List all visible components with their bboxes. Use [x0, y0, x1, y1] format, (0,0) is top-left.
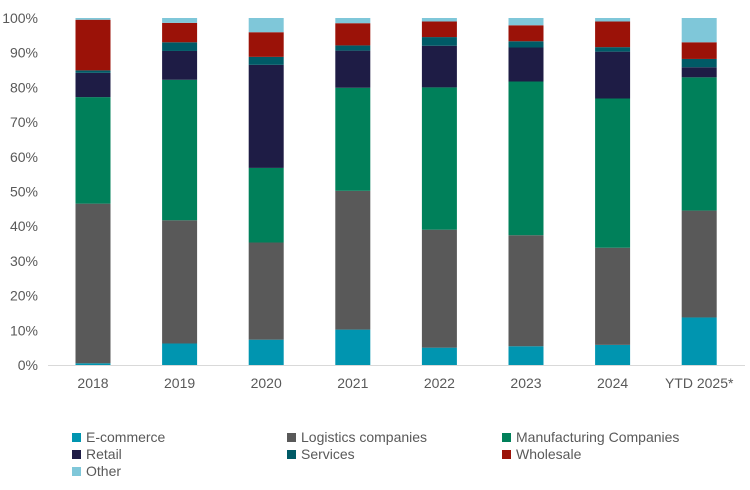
- bar-segment: [162, 42, 198, 51]
- y-axis-ticks: 0% 10% 20% 30% 40% 50% 60% 70% 80% 90% 100%: [2, 10, 38, 373]
- bar-segment: [162, 220, 198, 344]
- x-tick-label: 2021: [337, 375, 368, 391]
- bar-segment: [162, 79, 198, 221]
- x-axis-ticks: 2018 2019 2020 2021 2022 2023 2024 YTD 2025*: [77, 375, 734, 391]
- bar-segment: [421, 229, 457, 348]
- bar-segment: [421, 45, 457, 88]
- bar-segment: [595, 344, 631, 365]
- bar-segment: [248, 242, 284, 340]
- bar-segment: [508, 81, 544, 236]
- bar-segment: [335, 50, 371, 88]
- y-tick-label: 20%: [10, 288, 38, 304]
- bar-segment: [75, 72, 111, 98]
- y-tick-label: 50%: [10, 184, 38, 200]
- y-tick-label: 90%: [10, 45, 38, 61]
- bar-segment: [421, 347, 457, 365]
- bar-segment: [508, 18, 544, 26]
- bar-segment: [75, 70, 111, 73]
- bar-segment: [681, 18, 717, 43]
- y-tick-label: 0%: [18, 357, 38, 373]
- bar-segment: [595, 21, 631, 48]
- bar-segment: [248, 167, 284, 243]
- bar-segment: [421, 21, 457, 38]
- bar-segment: [508, 235, 544, 347]
- bar-segment: [162, 343, 198, 365]
- bar-segment: [75, 97, 111, 204]
- bar-segment: [681, 77, 717, 211]
- bar-segment: [681, 67, 717, 78]
- bar-segment: [421, 37, 457, 46]
- bar-segment: [248, 18, 284, 33]
- x-tick-label: YTD 2025*: [665, 375, 734, 391]
- bar-segment: [248, 339, 284, 365]
- y-tick-label: 60%: [10, 149, 38, 165]
- bar-segment: [335, 45, 371, 51]
- bar-segment: [75, 203, 111, 364]
- bar-segment: [335, 23, 371, 46]
- y-tick-label: 10%: [10, 322, 38, 338]
- y-tick-label: 100%: [2, 10, 38, 26]
- bar-segment: [681, 317, 717, 365]
- x-tick-label: 2023: [510, 375, 541, 391]
- bar-segment: [162, 22, 198, 43]
- x-tick-label: 2024: [597, 375, 628, 391]
- bar-segment: [508, 41, 544, 48]
- bar-segment: [595, 98, 631, 248]
- bar-segment: [595, 18, 631, 22]
- bar-segment: [335, 329, 371, 365]
- bar-segment: [681, 58, 717, 68]
- bar-segment: [421, 18, 457, 22]
- bar-segment: [335, 18, 371, 24]
- bar-segment: [681, 42, 717, 59]
- bar-segment: [421, 87, 457, 230]
- bar-segment: [681, 210, 717, 318]
- y-tick-label: 30%: [10, 253, 38, 269]
- bar-segment: [248, 64, 284, 168]
- x-tick-label: 2018: [77, 375, 108, 391]
- bar-segment: [508, 47, 544, 82]
- bar-segment: [595, 247, 631, 345]
- bar-segment: [162, 18, 198, 23]
- bars: [75, 18, 717, 365]
- x-tick-label: 2022: [424, 375, 455, 391]
- bar-segment: [335, 190, 371, 330]
- bar-segment: [248, 32, 284, 57]
- y-tick-label: 70%: [10, 114, 38, 130]
- bar-segment: [595, 47, 631, 52]
- x-tick-label: 2020: [251, 375, 282, 391]
- bar-segment: [335, 87, 371, 191]
- bar-segment: [75, 18, 111, 20]
- bar-segment: [75, 19, 111, 71]
- bar-segment: [508, 25, 544, 42]
- y-tick-label: 40%: [10, 218, 38, 234]
- bar-segment: [595, 51, 631, 99]
- bar-segment: [75, 363, 111, 365]
- y-tick-label: 80%: [10, 79, 38, 95]
- bar-segment: [162, 50, 198, 80]
- bar-segment: [508, 346, 544, 365]
- bar-segment: [248, 56, 284, 65]
- x-tick-label: 2019: [164, 375, 195, 391]
